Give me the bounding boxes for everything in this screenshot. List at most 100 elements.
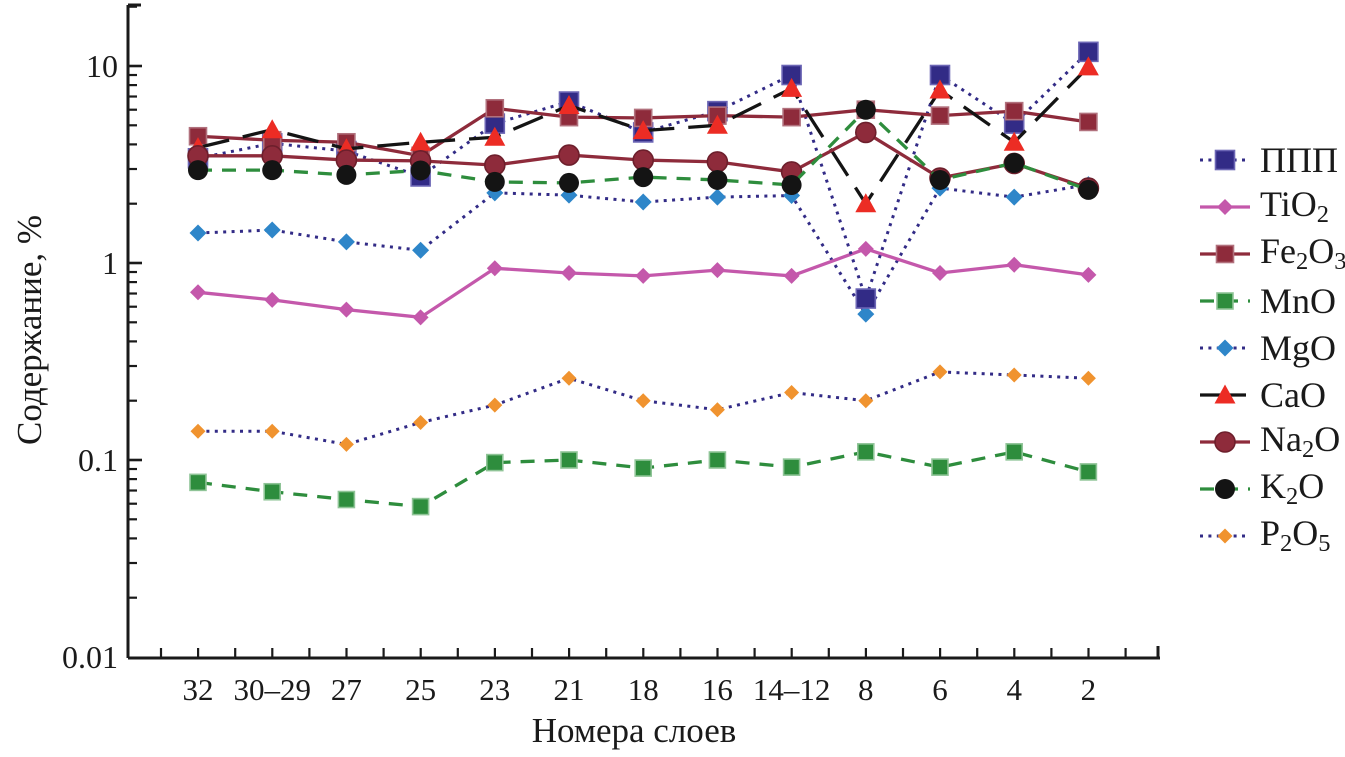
marker-cao [558,95,580,115]
marker-k2o [781,174,802,195]
legend-label-cao: CaO [1260,374,1326,415]
legend-item-fe2o3: Fe2O3 [1198,230,1345,277]
legend-label-tio2: TiO2 [1260,183,1329,228]
marker-p2o5 [858,393,874,409]
marker-tio2 [338,301,355,318]
x-tick-label: 27 [331,672,362,707]
marker-fe2o3 [930,106,950,125]
series-k2o [188,99,1099,200]
marker-mno [1216,291,1234,310]
marker-p2o5 [1217,528,1233,543]
series-mno [189,443,1098,516]
legend-item-tio2: TiO2 [1198,183,1345,230]
marker-cao [261,119,283,139]
marker-tio2 [486,260,503,277]
marker-k2o [1004,152,1025,173]
marker-p2o5 [264,423,280,439]
marker-cao [929,79,951,99]
marker-mgo [1005,188,1023,206]
marker-k2o [1215,478,1235,499]
marker-p2o5 [635,393,651,409]
x-tick-label: 23 [479,672,510,707]
marker-mno [856,443,875,461]
x-tick-label: 30–29 [233,672,311,707]
y-axis-title: Содержание, % [10,214,49,446]
x-tick-label: 21 [554,672,585,707]
marker-k2o [188,160,208,181]
marker-fe2o3 [1079,112,1098,132]
marker-k2o [559,172,579,193]
marker-mno [263,482,282,501]
marker-k2o [262,160,283,181]
legend-label-mgo: MgO [1260,327,1337,368]
legend-marker-cao [1200,384,1250,403]
marker-fe2o3 [1004,101,1024,121]
marker-na2o [558,144,580,166]
legend-label-na2o: Na2O [1260,418,1341,463]
legend-marker-k2o [1200,478,1250,499]
series-tio2 [190,240,1097,326]
x-axis-title: Номера слоев [531,711,737,750]
marker-mno [782,458,801,476]
x-tick-label: 32 [183,672,214,707]
marker-k2o [336,164,357,185]
series-cao [187,56,1099,213]
marker-k2o [633,167,654,188]
marker-p2o5 [190,423,206,439]
marker-mno [1005,443,1024,461]
marker-na2o [706,151,729,173]
marker-tio2 [412,309,429,326]
legend-label-ppp: ППП [1260,139,1338,180]
legend-marker-mno [1200,291,1250,310]
marker-p2o5 [709,402,725,418]
series-mgo [189,176,1097,323]
marker-p2o5 [1006,367,1022,383]
legend-label-p2o5: P2O5 [1260,512,1331,557]
y-tick-label: 0.01 [62,639,118,675]
legend: ППП TiO2 Fe2O3 MnO MgO CaO Na2O K2O P2O5 [1198,136,1345,559]
legend-label-mno: MnO [1260,280,1337,321]
marker-cao [632,120,654,140]
marker-cao [484,126,506,146]
marker-mno [708,451,727,469]
marker-cao [855,193,877,213]
legend-item-mno: MnO [1198,277,1345,324]
marker-cao [781,77,803,97]
marker-tio2 [932,264,948,281]
marker-k2o [1078,179,1099,200]
marker-mno [411,497,430,516]
legend-item-mgo: MgO [1198,324,1345,371]
series-p2o5 [190,364,1096,452]
marker-cao [1003,131,1025,151]
legend-item-ppp: ППП [1198,136,1345,183]
marker-tio2 [190,284,206,301]
marker-fe2o3 [1215,244,1235,263]
legend-item-cao: CaO [1198,371,1345,418]
y-tick-label: 0.1 [78,442,118,478]
legend-marker-mgo [1200,339,1250,356]
x-tick-label: 4 [1006,672,1022,707]
marker-mgo [337,233,355,251]
marker-tio2 [561,264,577,281]
marker-ppp [855,288,877,309]
marker-mno [634,459,653,477]
legend-marker-p2o5 [1200,528,1250,543]
marker-mgo [1216,339,1234,356]
marker-mgo [708,188,726,206]
marker-k2o [930,169,950,190]
marker-cao [706,114,728,134]
marker-na2o [1214,430,1236,453]
legend-item-k2o: K2O [1198,465,1345,512]
marker-tio2 [1080,266,1097,283]
marker-mgo [189,224,207,242]
marker-fe2o3 [485,98,505,118]
x-tick-label: 8 [858,672,874,707]
legend-marker-na2o [1200,430,1250,453]
marker-tio2 [635,267,652,284]
marker-mno [485,453,504,472]
marker-tio2 [783,267,800,284]
marker-mno [931,458,949,476]
x-tick-label: 2 [1081,672,1097,707]
